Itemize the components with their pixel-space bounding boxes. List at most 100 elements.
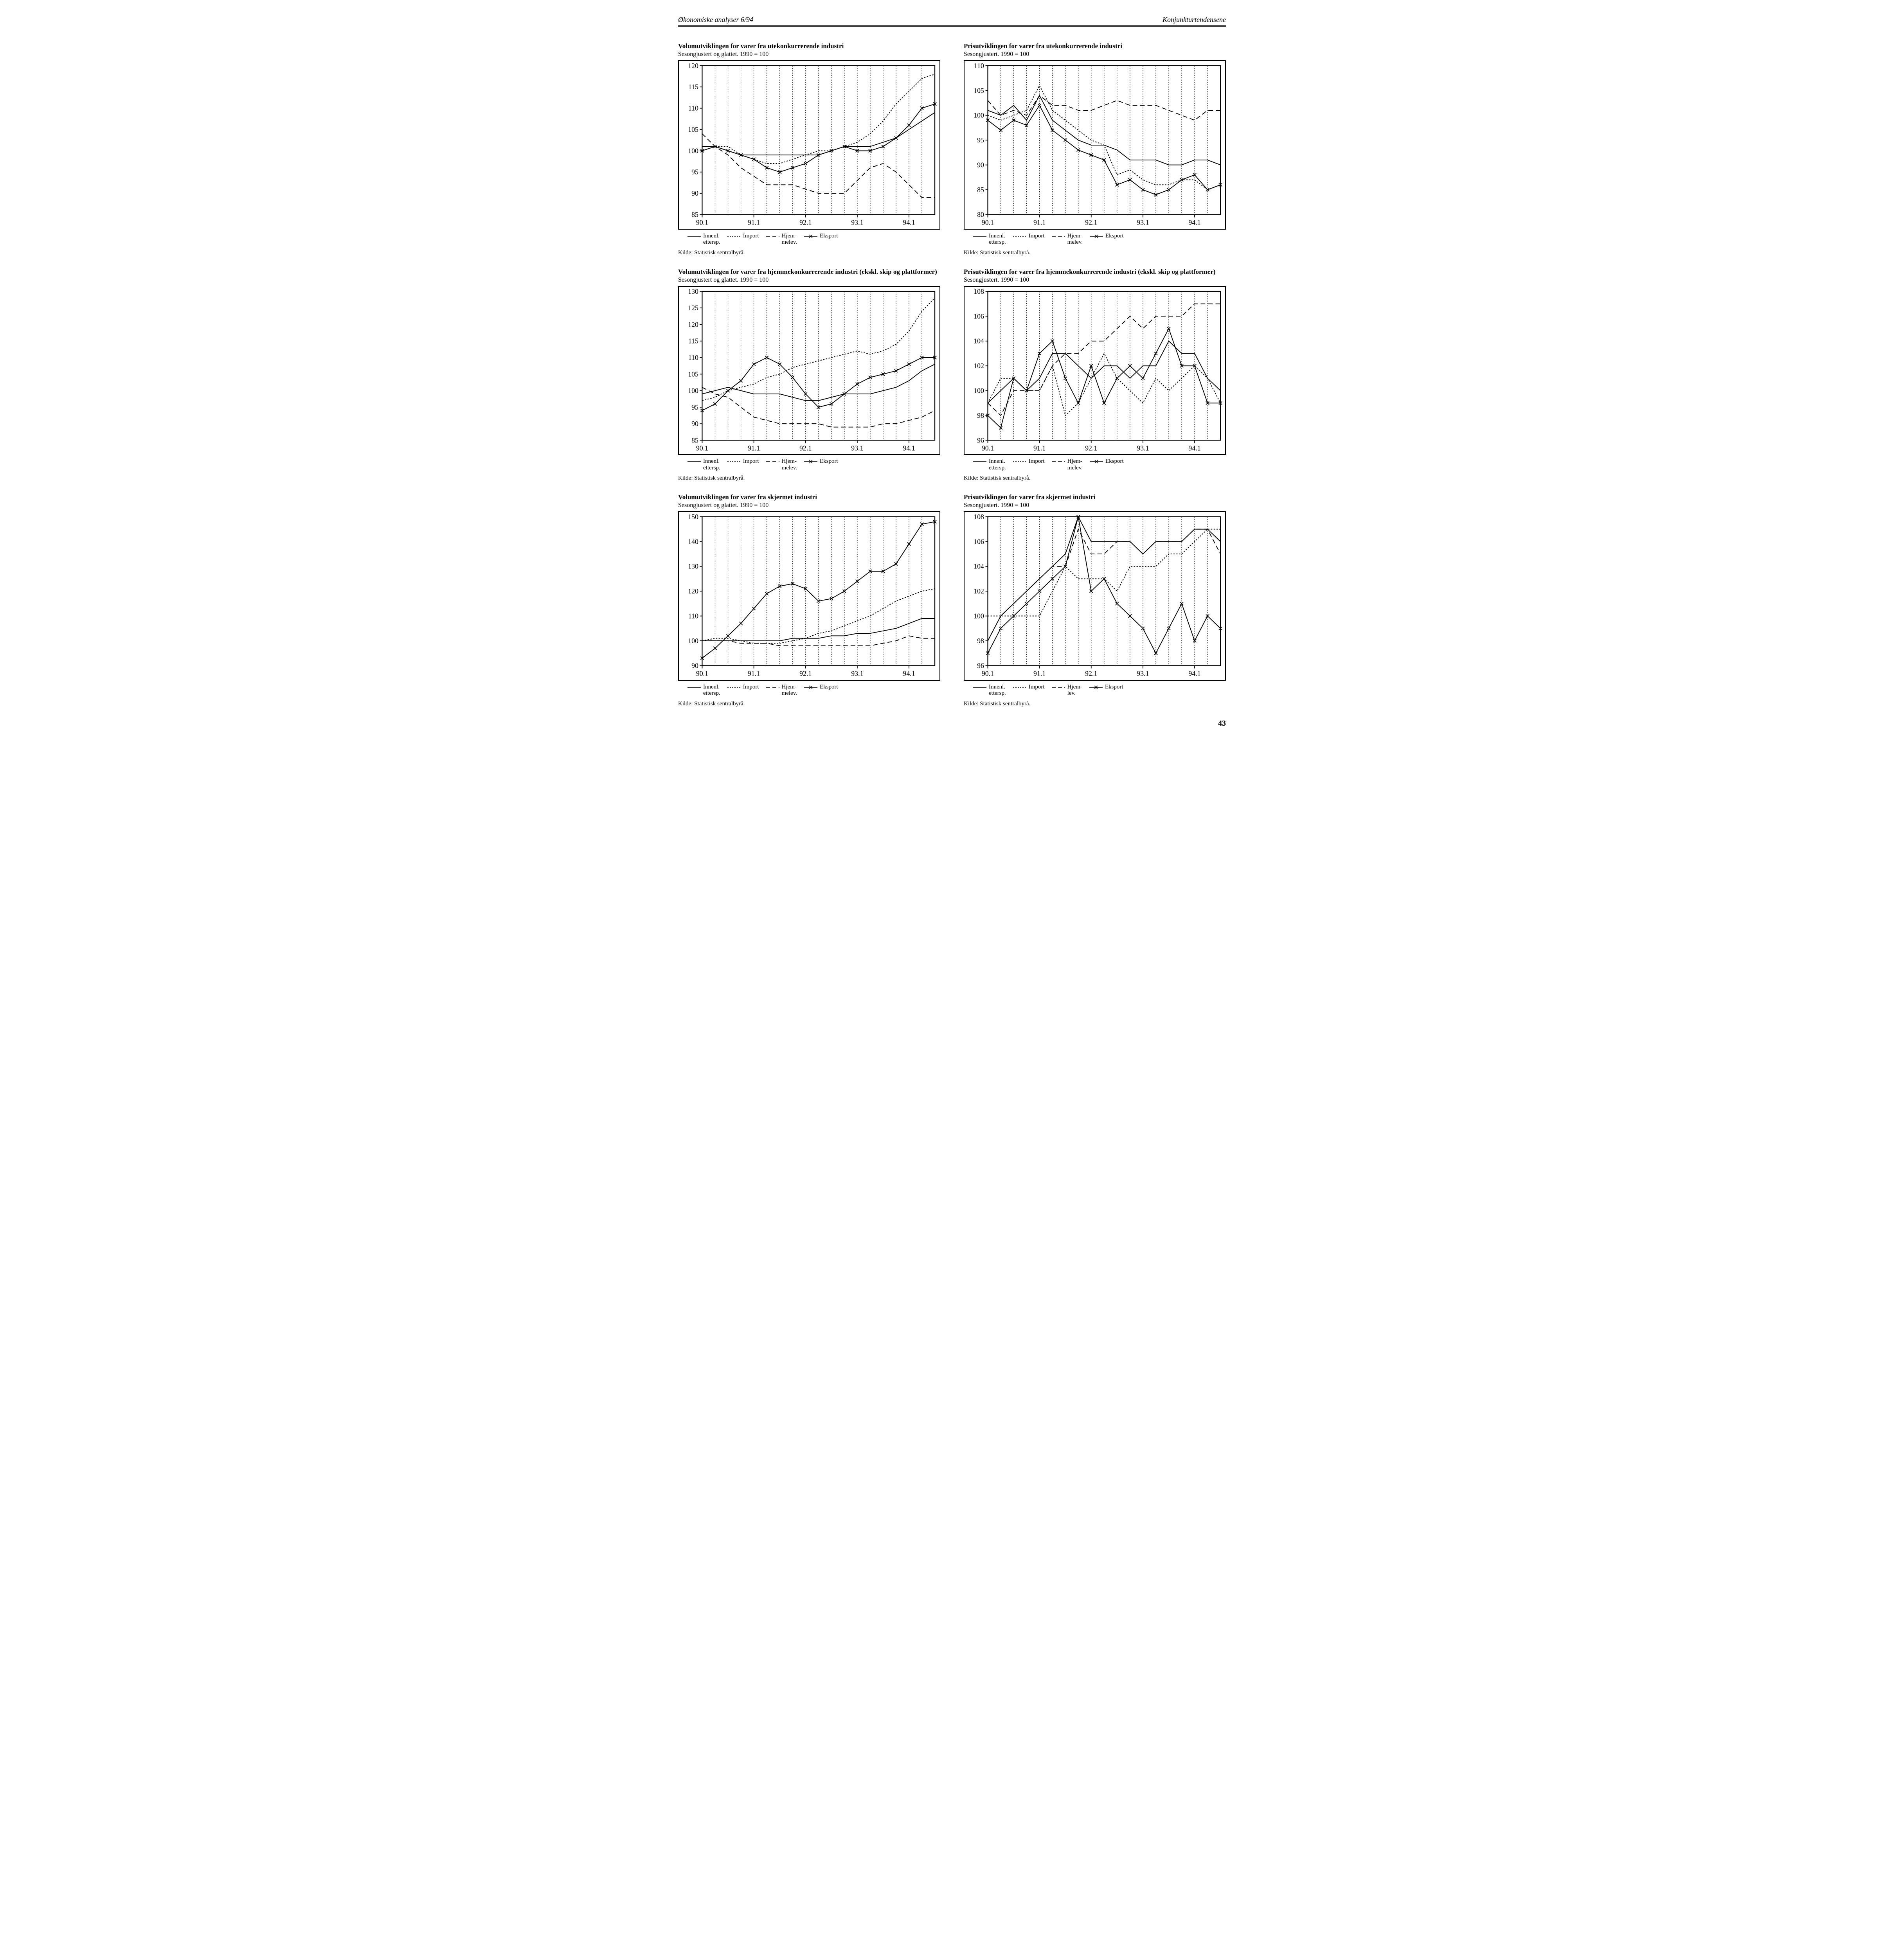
- chart-title: Prisutviklingen for varer fra hjemmekonk…: [964, 268, 1226, 276]
- chart-title: Prisutviklingen for varer fra utekonkurr…: [964, 42, 1226, 50]
- svg-text:110: 110: [688, 104, 698, 112]
- legend: Innenl. ettersp. Import Hjem- melev. Eks…: [687, 458, 940, 471]
- legend-hjem: Hjem- melev.: [766, 458, 797, 471]
- svg-text:91.1: 91.1: [748, 670, 760, 678]
- svg-text:94.1: 94.1: [903, 219, 915, 227]
- legend-label: Eksport: [820, 458, 838, 464]
- svg-text:105: 105: [688, 370, 698, 378]
- chart-subtitle: Sesongjustert og glattet. 1990 = 100: [678, 277, 940, 284]
- chart-source: Kilde: Statistisk sentralbyrå.: [678, 701, 940, 707]
- svg-text:98: 98: [977, 637, 984, 645]
- legend-sub: ettersp.: [703, 690, 720, 696]
- legend-sub: melev.: [1067, 239, 1083, 245]
- chart-c1: Volumutviklingen for varer fra utekonkur…: [678, 42, 940, 256]
- legend: Innenl. ettersp. Import Hjem- melev. Eks…: [973, 233, 1226, 246]
- legend-label: Innenl.: [989, 684, 1005, 690]
- legend-sub: melev.: [782, 690, 797, 696]
- svg-text:90.1: 90.1: [982, 219, 994, 227]
- legend-label: Import: [1029, 458, 1045, 464]
- svg-text:100: 100: [974, 612, 984, 620]
- legend-sub: ettersp.: [703, 465, 720, 471]
- legend-eksport: Eksport: [804, 233, 838, 246]
- legend-sub: ettersp.: [989, 239, 1006, 245]
- svg-text:93.1: 93.1: [1137, 219, 1149, 227]
- svg-text:90: 90: [691, 189, 698, 197]
- svg-text:108: 108: [974, 288, 984, 295]
- legend-label: Innenl.: [703, 233, 720, 239]
- svg-text:95: 95: [977, 137, 984, 144]
- legend-label: Hjem-: [1067, 233, 1082, 239]
- svg-text:106: 106: [974, 538, 984, 546]
- svg-text:92.1: 92.1: [799, 444, 812, 452]
- svg-text:93.1: 93.1: [851, 670, 863, 678]
- svg-text:95: 95: [691, 168, 698, 176]
- svg-text:91.1: 91.1: [1033, 219, 1046, 227]
- legend-label: Import: [743, 233, 759, 239]
- chart-c3: Volumutviklingen for varer fra hjemmekon…: [678, 268, 940, 482]
- chart-svg: 85909510010511011512012513090.191.192.19…: [678, 286, 940, 455]
- legend-label: Innenl.: [989, 458, 1005, 464]
- legend-label: Hjem-: [1067, 458, 1082, 464]
- chart-svg: 969810010210410610890.191.192.193.194.1: [964, 286, 1226, 455]
- svg-text:93.1: 93.1: [851, 219, 863, 227]
- legend-import: Import: [1013, 458, 1045, 471]
- svg-text:130: 130: [688, 288, 698, 295]
- svg-text:100: 100: [974, 111, 984, 119]
- svg-text:90: 90: [977, 161, 984, 169]
- svg-text:96: 96: [977, 436, 984, 444]
- header-right: Konjunkturtendensene: [1163, 16, 1226, 24]
- legend-label: Hjem-: [782, 684, 797, 690]
- svg-text:130: 130: [688, 563, 698, 570]
- svg-text:98: 98: [977, 412, 984, 419]
- legend-import: Import: [1013, 233, 1045, 246]
- legend: Innenl. ettersp. Import Hjem- lev. Ekspo…: [973, 684, 1226, 697]
- legend-label: Hjem-: [782, 233, 797, 239]
- svg-text:102: 102: [974, 362, 984, 370]
- svg-text:115: 115: [688, 337, 698, 345]
- svg-text:90.1: 90.1: [696, 219, 708, 227]
- svg-text:94.1: 94.1: [903, 444, 915, 452]
- legend-import: Import: [727, 458, 759, 471]
- svg-text:91.1: 91.1: [1033, 444, 1046, 452]
- page-number: 43: [678, 719, 1226, 728]
- svg-text:93.1: 93.1: [1137, 444, 1149, 452]
- svg-text:92.1: 92.1: [799, 219, 812, 227]
- legend-label: Import: [1029, 233, 1045, 239]
- legend-label: Eksport: [1105, 458, 1124, 464]
- svg-text:94.1: 94.1: [903, 670, 915, 678]
- legend-label: Hjem-: [782, 458, 797, 464]
- chart-grid: Volumutviklingen for varer fra utekonkur…: [678, 42, 1226, 707]
- svg-text:106: 106: [974, 312, 984, 320]
- legend-hjem: Hjem- melev.: [1052, 233, 1083, 246]
- svg-text:94.1: 94.1: [1188, 219, 1200, 227]
- svg-text:85: 85: [691, 211, 698, 219]
- chart-subtitle: Sesongjustert. 1990 = 100: [964, 51, 1226, 58]
- svg-text:90: 90: [691, 662, 698, 670]
- svg-text:80: 80: [977, 211, 984, 219]
- legend-innenl: Innenl. ettersp.: [687, 233, 720, 246]
- legend-hjem: Hjem- lev.: [1052, 684, 1082, 697]
- chart-c4: Prisutviklingen for varer fra hjemmekonk…: [964, 268, 1226, 482]
- legend-sub: melev.: [782, 465, 797, 471]
- svg-text:91.1: 91.1: [748, 219, 760, 227]
- svg-text:91.1: 91.1: [1033, 670, 1046, 678]
- chart-title: Volumutviklingen for varer fra hjemmekon…: [678, 268, 940, 276]
- svg-text:90.1: 90.1: [982, 670, 994, 678]
- chart-title: Volumutviklingen for varer fra skjermet …: [678, 493, 940, 501]
- legend-sub: melev.: [782, 239, 797, 245]
- svg-text:105: 105: [974, 87, 984, 95]
- legend-eksport: Eksport: [1090, 233, 1124, 246]
- legend-label: Eksport: [1105, 684, 1123, 690]
- legend-hjem: Hjem- melev.: [766, 684, 797, 697]
- chart-svg: 85909510010511011512090.191.192.193.194.…: [678, 60, 940, 229]
- svg-text:108: 108: [974, 513, 984, 521]
- legend: Innenl. ettersp. Import Hjem- melev. Eks…: [687, 233, 940, 246]
- chart-subtitle: Sesongjustert. 1990 = 100: [964, 277, 1226, 284]
- svg-text:100: 100: [688, 387, 698, 394]
- svg-text:120: 120: [688, 588, 698, 595]
- legend-innenl: Innenl. ettersp.: [973, 233, 1006, 246]
- legend-label: Hjem-: [1067, 684, 1082, 690]
- chart-svg: 8085909510010511090.191.192.193.194.1: [964, 60, 1226, 229]
- legend-label: Eksport: [820, 233, 838, 239]
- legend-import: Import: [727, 233, 759, 246]
